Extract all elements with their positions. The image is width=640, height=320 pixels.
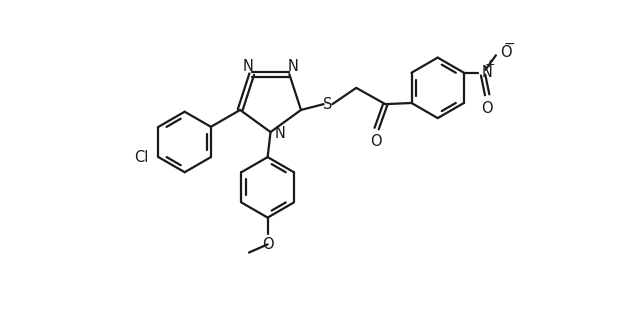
Text: +: +	[484, 58, 495, 71]
Text: N: N	[275, 126, 285, 141]
Text: O: O	[262, 237, 273, 252]
Text: Cl: Cl	[134, 149, 148, 164]
Text: O: O	[370, 134, 381, 149]
Text: N: N	[482, 65, 493, 80]
Text: −: −	[504, 36, 515, 51]
Text: O: O	[500, 45, 511, 60]
Text: N: N	[242, 59, 253, 74]
Text: S: S	[323, 97, 332, 112]
Text: N: N	[288, 59, 299, 74]
Text: O: O	[481, 101, 493, 116]
